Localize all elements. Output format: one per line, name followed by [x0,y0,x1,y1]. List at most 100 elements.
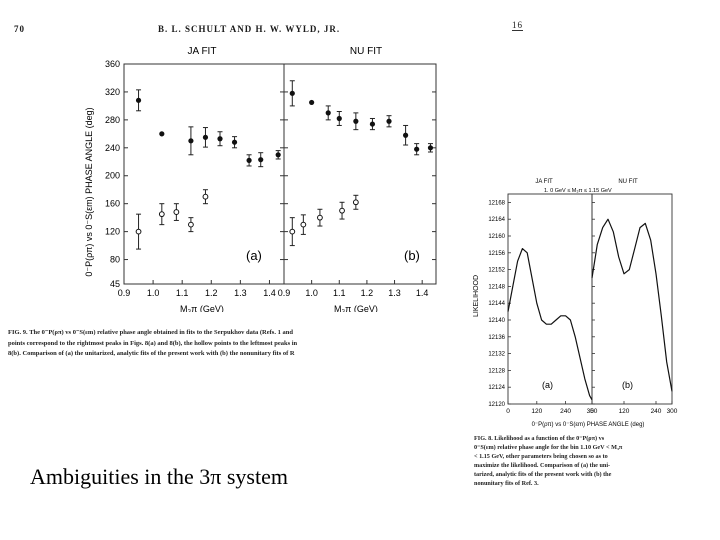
fig9-x-tick-label: 1.0 [305,288,318,298]
fig9-point-filled [386,118,392,124]
fig9-x-axis-label-b: M₃π (GeV) [334,304,378,312]
fig8-x-tick-label: 0 [506,408,510,415]
fig9-point-hollow [135,228,142,235]
fig9-point-filled [369,121,376,127]
fig8-y-tick-label: 12140 [488,318,505,324]
fig9-x-tick-label: 1.3 [388,288,401,298]
fig9-point-hollow [300,221,307,228]
fig8-x-tick-label: 240 [651,408,662,415]
fig8-x-tick-label: 350 [587,408,598,415]
fig9-point-filled [135,97,142,103]
fig9-y-tick-label: 200 [105,171,120,181]
fig8-caption-line: < 1.15 GeV, other parameters being chose… [474,453,608,460]
fig8-y-tick-label: 12152 [488,268,505,274]
fig9-x-tick-label: 0.9 [278,288,291,298]
fig9-y-tick-label: 360 [105,59,120,69]
fig9-y-axis-label: 0⁻P(ρπ) vs 0⁻S(εm) PHASE ANGLE (deg) [84,107,94,276]
fig9-point-hollow [339,207,345,214]
fig8-x-tick-label: 300 [667,408,678,415]
fig9-point-filled [353,118,359,124]
fig9-x-tick-label: 1.2 [361,288,374,298]
fig8-panel-title-a: JA FIT [535,179,553,185]
fig8-frame [507,193,593,405]
fig9-x-tick-label: 1.4 [416,288,429,298]
fig8-text: JA FIT NU FIT 1. 0 GeV ≤ M₃π ≤ 1.15 GeV … [473,179,644,428]
fig9-point-hollow [289,228,296,235]
fig9-caption: FIG. 9. The 0⁻P(ρπ) vs 0⁻S(εm) relative … [8,328,456,360]
fig8-y-tick-label: 12156 [488,251,505,257]
fig9-panel-title-a: JA FIT [188,46,217,57]
corner-number: 16 [512,20,523,31]
fig8-curve [507,247,593,401]
fig8-y-tick-label: 12144 [488,301,505,307]
fig8-panel-label-b: (b) [622,380,633,390]
fig9-y-tick-label: 45 [110,279,120,289]
fig8-range-label: 1. 0 GeV ≤ M₃π ≤ 1.15 GeV [544,188,612,194]
fig8-y-tick-label: 12132 [488,352,505,358]
fig9-point-hollow [158,211,165,218]
fig9-point-filled [202,134,209,140]
fig9-x-tick-label: 1.4 [263,288,276,298]
fig8-marks [507,218,673,401]
fig9-point-filled [309,99,315,106]
fig9-y-tick-label: 80 [110,255,120,265]
fig9-point-filled [414,146,420,152]
page-number: 70 [14,24,25,34]
fig9-x-axis-label-a: M₃π (GeV) [180,304,224,312]
fig9-caption-line: FIG. 9. The 0⁻P(ρπ) vs 0⁻S(εm) relative … [8,329,293,336]
fig8-axes: 0 120 240 350 12120 12124 12128 12132 12136 12140… [488,193,678,415]
fig9-x-tick-label: 1.2 [205,288,218,298]
fig8-caption-line: nonunitary fits of Ref. 3. [474,480,539,487]
fig8-y-tick-label: 12148 [488,284,505,290]
fig8-y-tick-label: 12160 [488,234,505,240]
fig9-point-filled [336,115,342,122]
slide-title: Ambiguities in the 3π system [30,464,288,489]
fig9-point-hollow [202,193,209,200]
fig9-point-hollow [188,221,194,228]
fig8-curve [591,218,673,392]
fig8-x-tick-label: 120 [531,408,542,415]
fig8-x-tick-label: 240 [560,408,571,415]
fig8-y-tick-label: 12136 [488,335,505,341]
fig8-caption: FIG. 8. Likelihood as a function of the … [474,434,704,488]
fig9-panel-label-a: (a) [246,248,262,263]
fig9-point-filled [325,110,331,116]
fig8-x-tick-label: 0 [590,408,594,415]
fig9-point-filled [258,157,264,163]
fig8-y-tick-label: 12164 [488,217,505,223]
fig9-x-tick-label: 1.1 [176,288,189,298]
fig9-point-filled [188,138,194,144]
fig9-y-tick-label: 280 [105,115,120,125]
fig9-point-hollow [173,209,180,215]
fig8-caption-line: tarized, analytic fits of the present wo… [474,471,612,478]
fig9-axes: 0.9 1.0 1.1 1.2 1.3 1.4 45 80 120 160 200 240 280 320… [105,59,437,298]
fig8-caption-line: maximize the likelihood. Comparison of (… [474,462,611,469]
fig9-point-filled [275,152,281,158]
fig8-plot: 0 120 240 350 12120 12124 12128 12132 12136 12140… [473,179,678,428]
fig9-point-filled [159,131,165,137]
fig8-x-tick-label: 120 [619,408,630,415]
fig9-point-hollow [317,214,323,221]
fig9-y-tick-label: 120 [105,227,120,237]
running-head: B. L. SCHULT AND H. W. WYLD, JR. [158,24,341,34]
fig9-plot: 0.9 1.0 1.1 1.2 1.3 1.4 45 80 120 160 200 240 280 320… [84,46,437,312]
fig8-y-tick-label: 12120 [488,402,505,408]
fig9-point-filled [246,157,252,163]
fig9-marks [135,80,434,250]
fig9-point-filled [289,90,295,96]
fig9-x-tick-label: 1.1 [333,288,346,298]
fig9-y-tick-label: 160 [105,199,120,209]
fig9-frame [283,63,437,285]
fig8-caption-line: FIG. 8. Likelihood as a function of the … [474,435,605,442]
fig8-y-tick-label: 12124 [488,385,505,391]
fig8-y-tick-label: 12168 [488,200,505,206]
fig8-y-tick-label: 12128 [488,368,505,374]
fig9-panel-label-b: (b) [404,248,420,263]
fig9-x-tick-label: 1.0 [147,288,160,298]
fig9-point-filled [217,136,223,142]
fig9-point-filled [403,132,409,138]
fig8-panel-label-a: (a) [542,380,553,390]
fig9-y-tick-label: 240 [105,143,120,153]
fig9-point-filled [231,139,238,145]
fig8-y-axis-label: LIKELIHOOD [473,275,480,317]
